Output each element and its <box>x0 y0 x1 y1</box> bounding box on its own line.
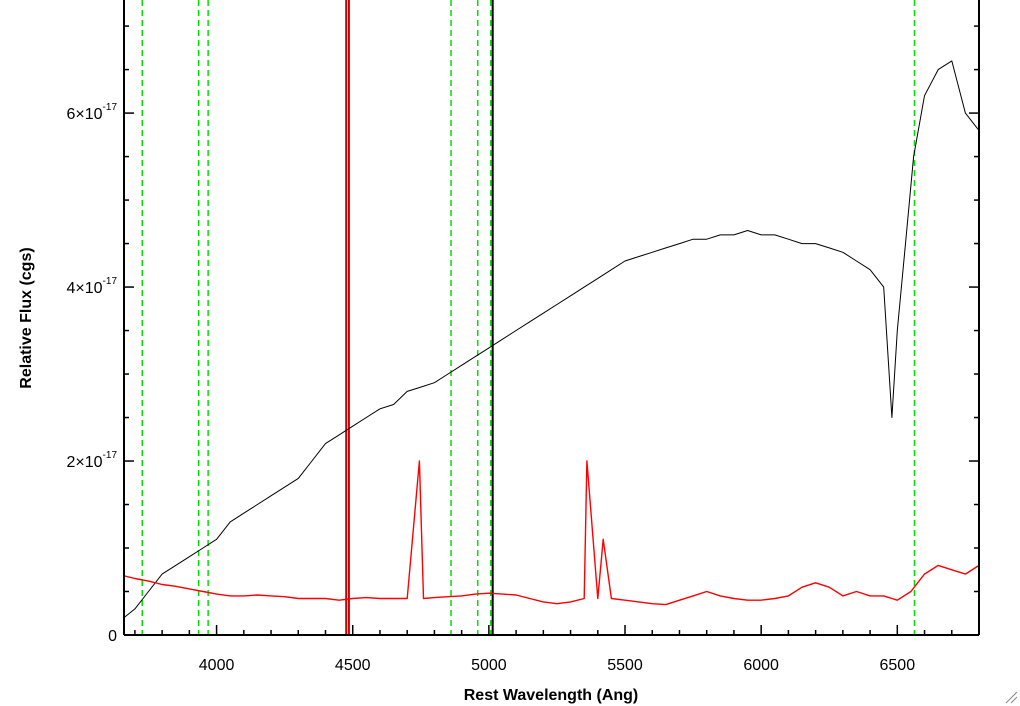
axes-frame <box>123 0 980 636</box>
x-axis-label: Rest Wavelength (Ang) <box>464 687 639 704</box>
tick-labels: 4000 4500 5000 5500 6000 6500 0 2×10-17 4×10-17 6… <box>67 102 916 674</box>
series-layer <box>124 60 979 618</box>
resize-grip-icon[interactable] <box>1004 690 1018 704</box>
y-tick-label: 0 <box>108 628 117 645</box>
flux-series-line <box>124 60 979 618</box>
x-tick-label: 6500 <box>880 657 916 674</box>
y-tick-label: 6×10-17 <box>67 102 118 123</box>
x-tick-label: 4000 <box>199 657 235 674</box>
error-series-line <box>124 460 979 606</box>
x-tick-label: 5500 <box>607 657 643 674</box>
x-tick-label: 4500 <box>335 657 371 674</box>
x-tick-label: 5000 <box>471 657 507 674</box>
tick-marks <box>124 25 980 636</box>
reference-lines-layer <box>141 0 916 635</box>
x-tick-label: 6000 <box>743 657 779 674</box>
y-axis-label: Relative Flux (cgs) <box>18 247 35 388</box>
y-tick-label: 4×10-17 <box>67 276 118 297</box>
y-tick-label: 2×10-17 <box>67 450 118 471</box>
